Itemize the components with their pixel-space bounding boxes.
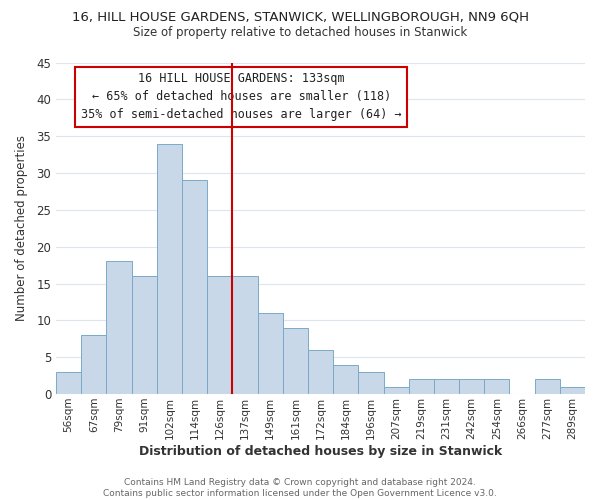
X-axis label: Distribution of detached houses by size in Stanwick: Distribution of detached houses by size … bbox=[139, 444, 502, 458]
Bar bbox=[484, 380, 509, 394]
Bar bbox=[207, 276, 232, 394]
Bar bbox=[283, 328, 308, 394]
Bar bbox=[232, 276, 257, 394]
Bar bbox=[56, 372, 81, 394]
Text: 16 HILL HOUSE GARDENS: 133sqm
← 65% of detached houses are smaller (118)
35% of : 16 HILL HOUSE GARDENS: 133sqm ← 65% of d… bbox=[81, 72, 401, 122]
Bar bbox=[409, 380, 434, 394]
Bar bbox=[157, 144, 182, 394]
Bar bbox=[333, 364, 358, 394]
Bar bbox=[131, 276, 157, 394]
Bar bbox=[106, 262, 131, 394]
Bar bbox=[257, 313, 283, 394]
Bar bbox=[358, 372, 383, 394]
Y-axis label: Number of detached properties: Number of detached properties bbox=[15, 136, 28, 322]
Bar bbox=[560, 386, 585, 394]
Text: Size of property relative to detached houses in Stanwick: Size of property relative to detached ho… bbox=[133, 26, 467, 39]
Bar bbox=[308, 350, 333, 394]
Bar bbox=[81, 335, 106, 394]
Bar bbox=[459, 380, 484, 394]
Bar bbox=[535, 380, 560, 394]
Bar bbox=[434, 380, 459, 394]
Text: Contains HM Land Registry data © Crown copyright and database right 2024.
Contai: Contains HM Land Registry data © Crown c… bbox=[103, 478, 497, 498]
Bar bbox=[383, 386, 409, 394]
Text: 16, HILL HOUSE GARDENS, STANWICK, WELLINGBOROUGH, NN9 6QH: 16, HILL HOUSE GARDENS, STANWICK, WELLIN… bbox=[71, 11, 529, 24]
Bar bbox=[182, 180, 207, 394]
